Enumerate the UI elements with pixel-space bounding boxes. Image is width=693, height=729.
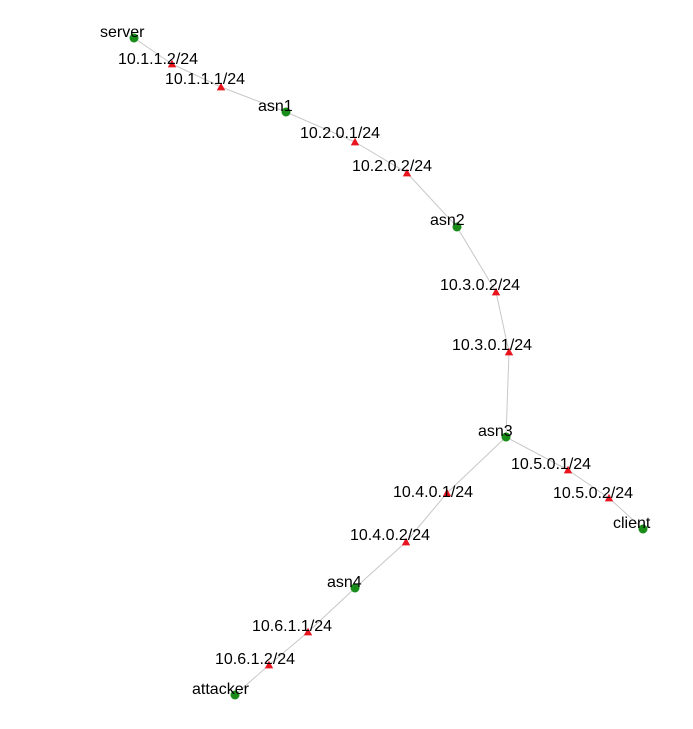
host-node-asn1[interactable] bbox=[281, 107, 291, 117]
node-label-if_10_2_0_2: 10.2.0.2/24 bbox=[352, 158, 432, 175]
interface-node-if_10_2_0_2[interactable] bbox=[402, 168, 412, 177]
edge-if_10_2_0_1-to-if_10_2_0_2 bbox=[354, 141, 408, 174]
node-label-if_10_5_0_2: 10.5.0.2/24 bbox=[553, 485, 633, 502]
labels-layer: server 10.1.1.2/24 10.1.1.1/24 asn1 10.2.0.1… bbox=[100, 24, 651, 698]
edge-asn3-to-if_10_4_0_1 bbox=[446, 436, 507, 494]
node-label-if_10_5_0_1: 10.5.0.1/24 bbox=[511, 456, 591, 473]
interface-node-if_10_3_0_1[interactable] bbox=[504, 347, 514, 356]
interface-node-if_10_1_1_2[interactable] bbox=[167, 59, 177, 68]
interface-node-if_10_5_0_2[interactable] bbox=[604, 493, 614, 502]
edge-if_10_5_0_2-to-client bbox=[608, 497, 644, 530]
node-label-if_10_3_0_2: 10.3.0.2/24 bbox=[440, 277, 520, 294]
node-label-if_10_6_1_2: 10.6.1.2/24 bbox=[215, 651, 295, 668]
interface-node-if_10_6_1_1[interactable] bbox=[303, 627, 313, 636]
edge-if_10_2_0_2-to-asn2 bbox=[406, 172, 458, 228]
edge-server-to-if_10_1_1_2 bbox=[133, 37, 173, 65]
edge-if_10_1_1_2-to-if_10_1_1_1 bbox=[171, 63, 222, 88]
node-label-asn1: asn1 bbox=[258, 98, 293, 115]
host-node-asn4[interactable] bbox=[350, 583, 360, 593]
node-label-if_10_2_0_1: 10.2.0.1/24 bbox=[300, 125, 380, 142]
interface-node-if_10_6_1_2[interactable] bbox=[264, 660, 274, 669]
host-node-attacker[interactable] bbox=[230, 690, 240, 700]
edge-if_10_6_1_2-to-attacker bbox=[234, 664, 270, 696]
edge-asn1-to-if_10_2_0_1 bbox=[285, 111, 356, 143]
edge-if_10_6_1_1-to-if_10_6_1_2 bbox=[268, 631, 309, 666]
edge-asn3-to-if_10_5_0_1 bbox=[505, 436, 569, 471]
host-node-asn3[interactable] bbox=[501, 432, 511, 442]
edge-if_10_3_0_1-to-asn3 bbox=[505, 351, 510, 438]
edge-asn2-to-if_10_3_0_2 bbox=[456, 226, 497, 293]
edge-if_10_1_1_1-to-asn1 bbox=[220, 86, 287, 113]
host-node-client[interactable] bbox=[638, 524, 648, 534]
interface-node-if_10_1_1_1[interactable] bbox=[216, 82, 226, 91]
interface-node-if_10_5_0_1[interactable] bbox=[563, 465, 573, 474]
edge-if_10_4_0_2-to-asn4 bbox=[354, 541, 407, 589]
node-label-if_10_1_1_1: 10.1.1.1/24 bbox=[165, 71, 245, 88]
node-label-asn4: asn4 bbox=[327, 574, 362, 591]
edge-if_10_4_0_1-to-if_10_4_0_2 bbox=[405, 492, 448, 543]
interface-node-if_10_4_0_1[interactable] bbox=[442, 488, 452, 497]
node-label-client: client bbox=[613, 515, 651, 532]
edge-if_10_5_0_1-to-if_10_5_0_2 bbox=[567, 469, 610, 499]
node-label-if_10_3_0_1: 10.3.0.1/24 bbox=[452, 337, 532, 354]
node-label-asn2: asn2 bbox=[430, 212, 465, 229]
interface-node-if_10_3_0_2[interactable] bbox=[491, 287, 501, 296]
interface-node-if_10_2_0_1[interactable] bbox=[350, 137, 360, 146]
host-node-asn2[interactable] bbox=[452, 222, 462, 232]
node-label-server: server bbox=[100, 24, 145, 41]
nodes-layer bbox=[129, 33, 648, 700]
interface-node-if_10_4_0_2[interactable] bbox=[401, 537, 411, 546]
node-label-if_10_6_1_1: 10.6.1.1/24 bbox=[252, 618, 332, 635]
node-label-if_10_1_1_2: 10.1.1.2/24 bbox=[118, 51, 198, 68]
edge-asn4-to-if_10_6_1_1 bbox=[307, 587, 356, 633]
edges-layer bbox=[133, 37, 644, 696]
host-node-server[interactable] bbox=[129, 33, 139, 43]
node-label-asn3: asn3 bbox=[478, 423, 513, 440]
node-label-attacker: attacker bbox=[192, 681, 250, 698]
node-label-if_10_4_0_1: 10.4.0.1/24 bbox=[393, 484, 473, 501]
node-label-if_10_4_0_2: 10.4.0.2/24 bbox=[350, 527, 430, 544]
edge-if_10_3_0_2-to-if_10_3_0_1 bbox=[495, 291, 510, 353]
